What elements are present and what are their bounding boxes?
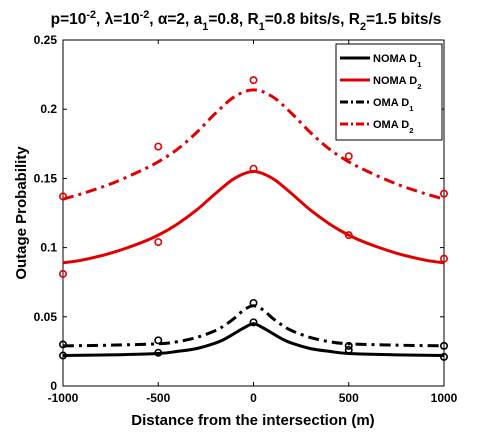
marker-oma-d2 bbox=[58, 192, 67, 201]
marker-oma-d1 bbox=[154, 336, 163, 345]
superscript: -2 bbox=[140, 9, 150, 21]
marker-noma-d1 bbox=[344, 346, 353, 355]
marker-noma-d1 bbox=[58, 351, 67, 360]
legend-box bbox=[335, 43, 443, 141]
marker-oma-d1 bbox=[344, 341, 353, 350]
subscript: 2 bbox=[417, 82, 421, 91]
x-tick-label: 500 bbox=[339, 391, 359, 405]
marker-oma-d2 bbox=[249, 76, 258, 85]
x-tick-label: -1000 bbox=[48, 391, 79, 405]
marker-noma-d2 bbox=[154, 238, 163, 247]
text-part: p=10 bbox=[51, 11, 87, 28]
text-part: , λ=10 bbox=[96, 11, 140, 28]
chart-title: p=10-2, λ=10-2, α=2, a1=0.8, R1=0.8 bits… bbox=[51, 9, 442, 33]
subscript: 1 bbox=[409, 104, 414, 113]
marker-noma-d2 bbox=[439, 254, 448, 263]
text-part: =0.8, R bbox=[208, 11, 258, 28]
marker-noma-d2 bbox=[344, 231, 353, 240]
subscript: 1 bbox=[202, 21, 208, 33]
text-part: NOMA D bbox=[373, 75, 417, 87]
axis-ticks: -1000 -500 0 500 1000 0 0.05 0.1 0.15 0.2 0.25 bbox=[34, 33, 458, 405]
series-layer bbox=[58, 76, 448, 361]
text-part: OMA D bbox=[373, 119, 409, 131]
marker-oma-d1 bbox=[439, 341, 448, 350]
text-part: =1.5 bits/s bbox=[366, 11, 441, 28]
subscript: 2 bbox=[360, 21, 366, 33]
marker-oma-d1 bbox=[249, 298, 258, 307]
y-tick-label: 0.25 bbox=[34, 33, 58, 47]
text-part: NOMA D bbox=[373, 53, 417, 65]
x-tick-label: 0 bbox=[250, 391, 257, 405]
marker-noma-d2 bbox=[249, 164, 258, 173]
marker-oma-d1 bbox=[58, 340, 67, 349]
y-tick-label: 0.2 bbox=[40, 102, 57, 116]
text-part: OMA D bbox=[373, 97, 409, 109]
text-part: , α=2, a bbox=[149, 11, 202, 28]
marker-noma-d1 bbox=[249, 318, 258, 327]
legend-label: OMA D1 bbox=[373, 97, 414, 113]
subscript: 1 bbox=[259, 21, 265, 33]
marker-noma-d2 bbox=[58, 269, 67, 278]
x-tick-label: 1000 bbox=[431, 391, 458, 405]
x-tick-label: -500 bbox=[146, 391, 170, 405]
y-tick-label: 0.1 bbox=[40, 241, 57, 255]
y-axis-label: Outage Probability bbox=[13, 146, 30, 280]
subscript: 1 bbox=[417, 60, 422, 69]
text-part: =0.8 bits/s, R bbox=[265, 11, 360, 28]
y-tick-label: 0 bbox=[50, 379, 57, 393]
x-axis-label: Distance from the intersection (m) bbox=[131, 412, 374, 429]
marker-oma-d2 bbox=[344, 152, 353, 161]
legend-label: OMA D2 bbox=[373, 119, 414, 135]
marker-noma-d1 bbox=[154, 348, 163, 357]
series-line-noma-d1 bbox=[62, 322, 445, 358]
legend-label: NOMA D1 bbox=[373, 53, 422, 69]
y-tick-label: 0.15 bbox=[34, 171, 58, 185]
marker-noma-d1 bbox=[439, 352, 448, 361]
series-line-oma-d2 bbox=[62, 88, 445, 201]
subscript: 2 bbox=[409, 126, 413, 135]
marker-oma-d2 bbox=[439, 189, 448, 198]
superscript: -2 bbox=[86, 9, 96, 21]
y-tick-label: 0.05 bbox=[34, 310, 58, 324]
marker-oma-d2 bbox=[154, 142, 163, 151]
legend-label: NOMA D2 bbox=[373, 75, 421, 91]
